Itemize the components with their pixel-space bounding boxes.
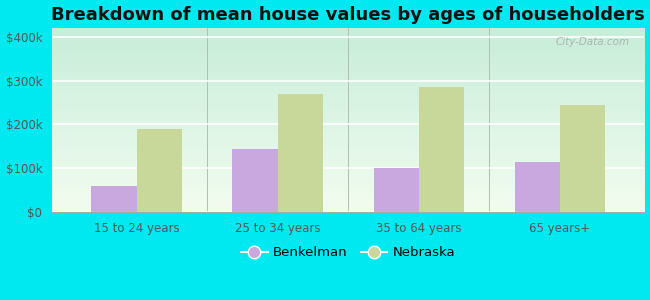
Bar [515, 162, 560, 212]
Bar [419, 87, 464, 212]
Legend: Benkelman, Nebraska: Benkelman, Nebraska [236, 241, 460, 265]
Bar [136, 129, 182, 212]
Text: City-Data.com: City-Data.com [556, 37, 630, 47]
Bar [374, 168, 419, 212]
Bar [92, 186, 136, 212]
Bar [560, 105, 605, 212]
Title: Breakdown of mean house values by ages of householders: Breakdown of mean house values by ages o… [51, 6, 645, 24]
Bar [233, 148, 278, 212]
Bar [278, 94, 323, 212]
